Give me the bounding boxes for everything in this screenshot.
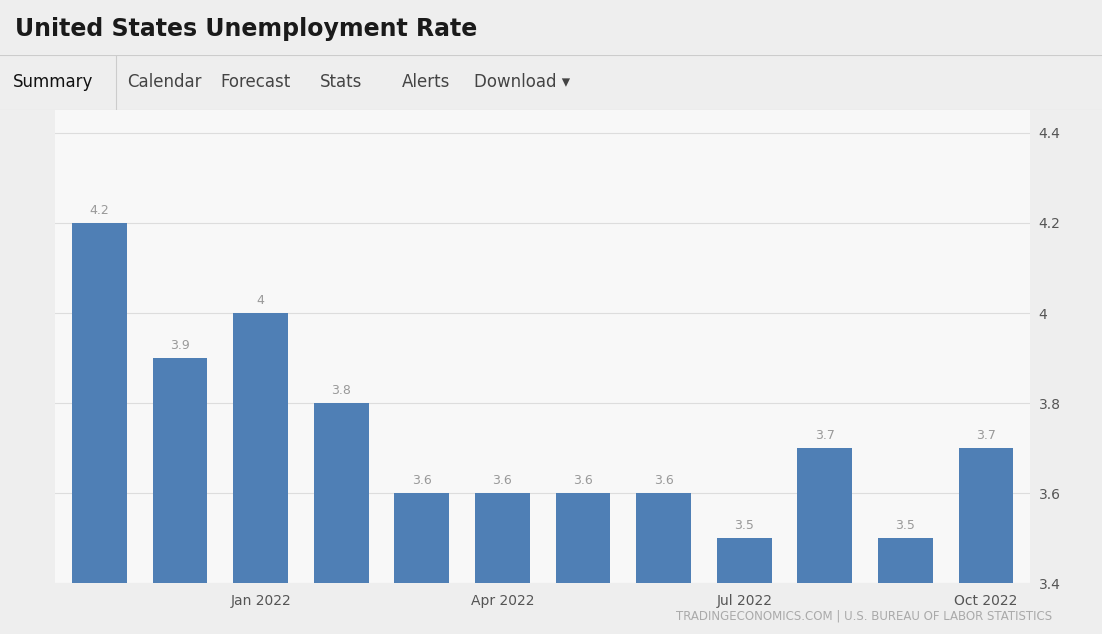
Text: 3.5: 3.5 bbox=[734, 519, 754, 533]
Text: United States Unemployment Rate: United States Unemployment Rate bbox=[15, 16, 477, 41]
Bar bbox=[475, 493, 530, 583]
Bar bbox=[72, 223, 127, 583]
Bar bbox=[234, 313, 288, 583]
Text: 3.7: 3.7 bbox=[814, 429, 835, 443]
Bar bbox=[878, 538, 932, 583]
Text: Stats: Stats bbox=[320, 73, 361, 91]
Bar bbox=[395, 493, 450, 583]
Bar bbox=[636, 493, 691, 583]
Text: Alerts: Alerts bbox=[402, 73, 451, 91]
Text: 3.9: 3.9 bbox=[170, 339, 190, 353]
Text: 3.7: 3.7 bbox=[976, 429, 996, 443]
Bar bbox=[716, 538, 771, 583]
Bar bbox=[798, 448, 852, 583]
Text: TRADINGECONOMICS.COM | U.S. BUREAU OF LABOR STATISTICS: TRADINGECONOMICS.COM | U.S. BUREAU OF LA… bbox=[677, 609, 1052, 623]
Text: 4.2: 4.2 bbox=[89, 204, 109, 217]
Text: 3.6: 3.6 bbox=[493, 474, 512, 488]
Text: Calendar: Calendar bbox=[127, 73, 202, 91]
Text: Summary: Summary bbox=[13, 73, 94, 91]
Text: 3.8: 3.8 bbox=[332, 384, 352, 398]
Text: 4: 4 bbox=[257, 294, 264, 307]
Bar bbox=[152, 358, 207, 583]
Text: 3.5: 3.5 bbox=[896, 519, 916, 533]
Text: Download ▾: Download ▾ bbox=[474, 73, 570, 91]
Bar bbox=[959, 448, 1014, 583]
Text: 3.6: 3.6 bbox=[653, 474, 673, 488]
Bar bbox=[314, 403, 369, 583]
Text: 3.6: 3.6 bbox=[573, 474, 593, 488]
Text: Forecast: Forecast bbox=[220, 73, 291, 91]
Text: 3.6: 3.6 bbox=[412, 474, 432, 488]
Bar bbox=[555, 493, 611, 583]
